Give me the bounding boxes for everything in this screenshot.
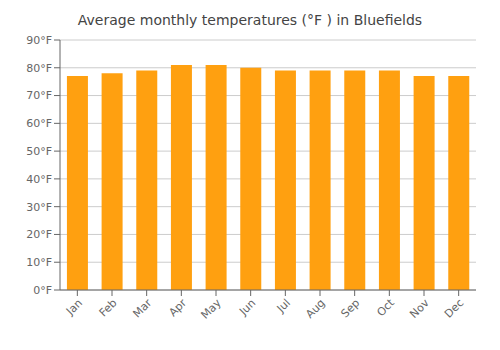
svg-text:Feb: Feb [97, 296, 120, 319]
svg-text:80°F: 80°F [26, 62, 52, 75]
svg-text:Nov: Nov [407, 296, 432, 321]
svg-text:Jul: Jul [274, 296, 293, 315]
svg-text:Mar: Mar [130, 296, 154, 320]
svg-text:0°F: 0°F [33, 284, 52, 297]
html-text:Average monthly temperatures (: Average monthly temperatures (°F ) in Bl… [77, 12, 423, 28]
svg-text:10°F: 10°F [26, 256, 52, 269]
svg-text:30°F: 30°F [26, 201, 52, 214]
svg-text:20°F: 20°F [26, 228, 52, 241]
svg-text:Apr: Apr [166, 296, 189, 319]
svg-text:Jun: Jun [236, 296, 258, 318]
svg-text:70°F: 70°F [26, 89, 52, 102]
svg-text:Aug: Aug [303, 296, 327, 320]
svg-text:90°F: 90°F [26, 34, 52, 47]
svg-text:Dec: Dec [442, 296, 466, 320]
svg-text:40°F: 40°F [26, 173, 52, 186]
svg-text:60°F: 60°F [26, 117, 52, 130]
svg-text:50°F: 50°F [26, 145, 52, 158]
svg-text:Sep: Sep [338, 296, 362, 320]
svg-text:Jan: Jan [63, 296, 85, 318]
svg-text:Oct: Oct [374, 296, 397, 319]
svg-text:May: May [198, 296, 224, 322]
